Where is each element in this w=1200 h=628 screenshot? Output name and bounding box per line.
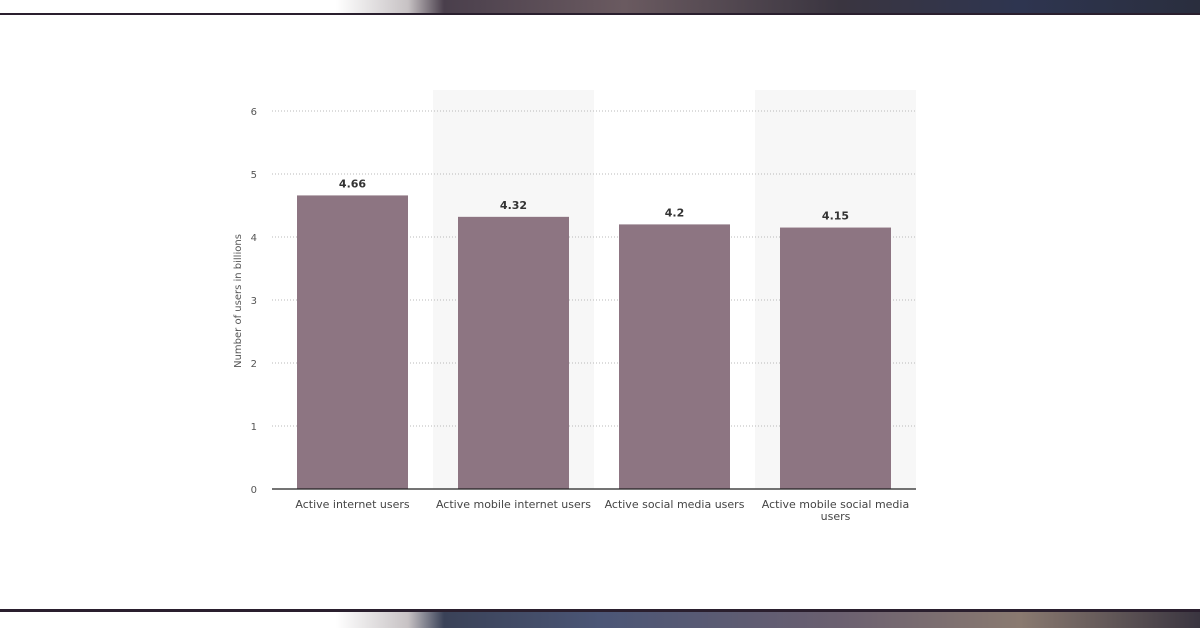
y-tick-label: 1 xyxy=(251,422,257,433)
top-background-band xyxy=(0,0,1200,15)
x-tick-label: Active internet users xyxy=(295,498,410,511)
value-labels: 4.66 4.32 4.2 4.15 xyxy=(339,177,849,222)
bar xyxy=(780,227,891,490)
y-tick-label: 6 xyxy=(251,107,257,118)
value-label: 4.66 xyxy=(339,177,366,190)
bars xyxy=(297,195,891,490)
value-label: 4.32 xyxy=(500,199,527,212)
x-tick-label: users xyxy=(821,510,851,523)
chart-container: 0 1 2 3 4 5 6 4.66 4.32 4.2 4.15 Active internet … xyxy=(222,90,932,540)
y-tick-label: 0 xyxy=(251,485,257,496)
bar xyxy=(297,195,408,490)
x-tick-label: Active mobile internet users xyxy=(436,498,591,511)
bar xyxy=(458,216,569,489)
x-axis-labels: Active internet users Active mobile inter… xyxy=(295,498,909,523)
y-axis-ticks: 0 1 2 3 4 5 6 xyxy=(251,107,257,496)
value-label: 4.15 xyxy=(822,210,849,223)
bottom-background-band xyxy=(0,609,1200,628)
bar-chart: 0 1 2 3 4 5 6 4.66 4.32 4.2 4.15 Active internet … xyxy=(233,90,916,523)
value-label: 4.2 xyxy=(665,206,685,219)
x-tick-label: Active social media users xyxy=(605,498,745,511)
bar xyxy=(619,224,730,489)
y-tick-label: 3 xyxy=(251,296,257,307)
y-tick-label: 5 xyxy=(251,170,257,181)
y-tick-label: 4 xyxy=(251,233,257,244)
gridlines xyxy=(272,110,916,427)
y-tick-label: 2 xyxy=(251,359,257,370)
y-axis-label: Number of users in billions xyxy=(233,234,244,368)
x-tick-label: Active mobile social media xyxy=(762,498,909,511)
